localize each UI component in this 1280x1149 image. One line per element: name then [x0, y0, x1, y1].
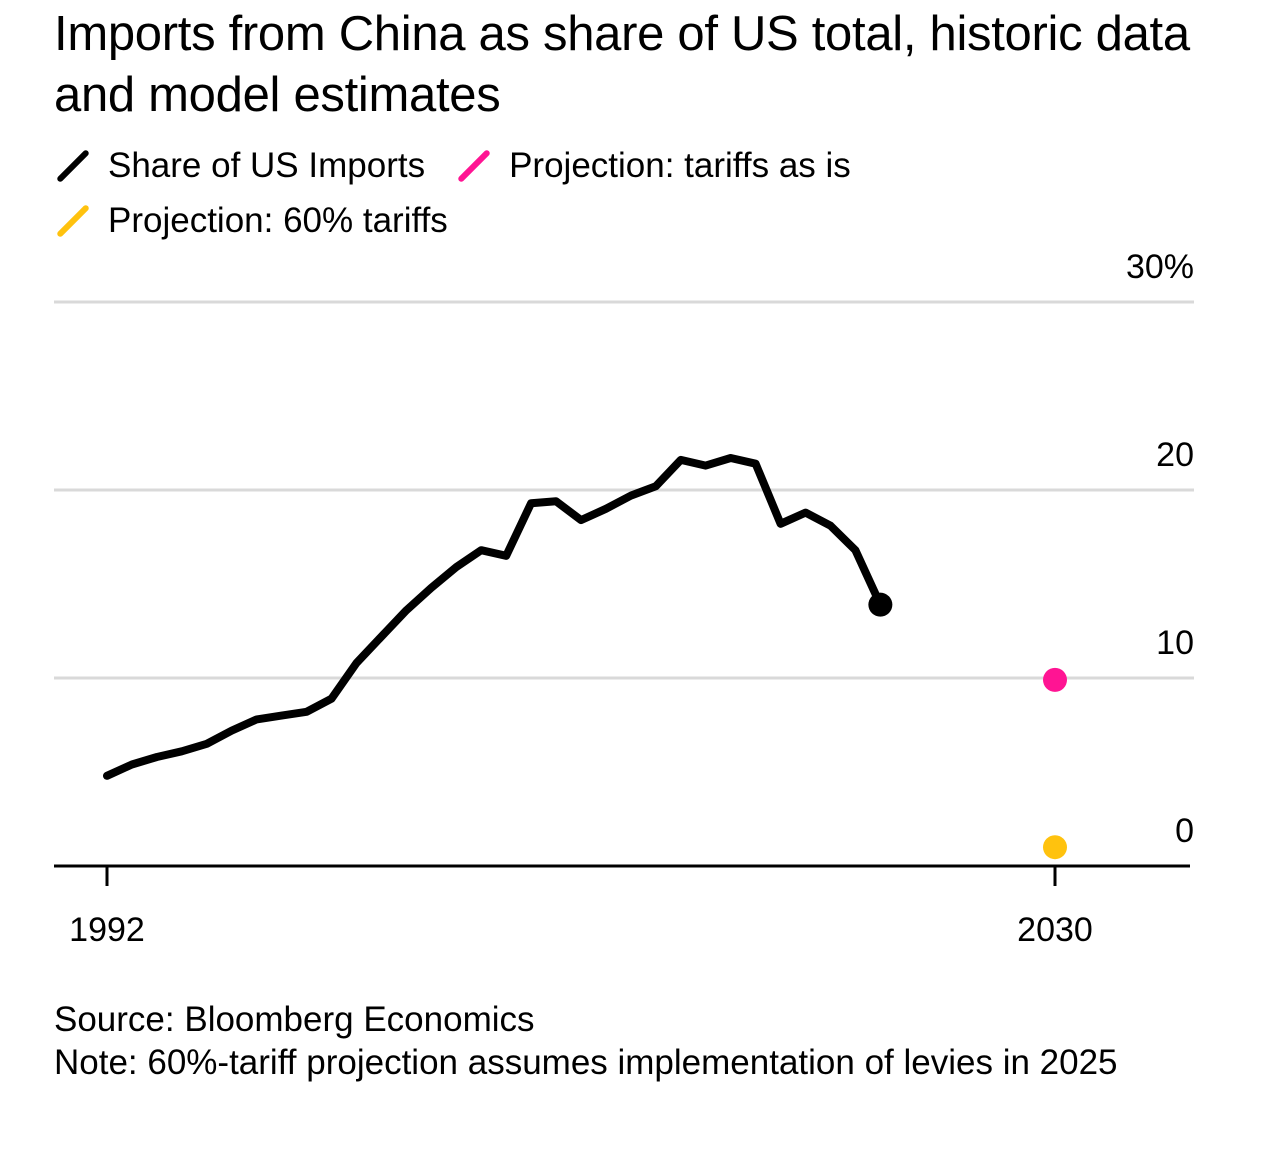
projection-point-projection-60-tariffs — [1043, 835, 1067, 860]
legend-item-share: Share of US Imports — [54, 142, 425, 190]
note-text: Note: 60%-tariff projection assumes impl… — [54, 1043, 1118, 1082]
series-line-share-of-us-imports — [103, 454, 885, 780]
y-tick-label-30: 30% — [1126, 248, 1194, 286]
y-tick-label-20: 20 — [1156, 436, 1194, 474]
legend-swatch-60-tariffs — [54, 203, 90, 239]
y-tick-label-10: 10 — [1156, 624, 1194, 662]
footer-notes: Source: Bloomberg Economics Note: 60%-ta… — [54, 998, 1234, 1084]
legend-swatch-tariffs-as-is — [455, 148, 491, 184]
legend-label-share: Share of US Imports — [108, 146, 426, 185]
legend-label-60-tariffs: Projection: 60% tariffs — [108, 201, 448, 240]
legend-label-tariffs-as-is: Projection: tariffs as is — [509, 146, 851, 185]
source-text: Source: Bloomberg Economics — [54, 1000, 535, 1039]
legend-swatch-share — [54, 148, 90, 184]
projection-point-projection-tariffs-as-is — [1043, 667, 1067, 692]
series-end-point-share-of-us-imports — [868, 592, 893, 617]
chart-title: Imports from China as share of US total,… — [54, 7, 1190, 122]
x-tick-label-1992: 1992 — [69, 911, 145, 949]
y-tick-label-0: 0 — [1175, 812, 1194, 850]
legend-item-60-tariffs: Projection: 60% tariffs — [54, 197, 448, 245]
legend-item-tariffs-as-is: Projection: tariffs as is — [455, 142, 851, 190]
legend: Share of US Imports Projection: tariffs … — [54, 142, 1234, 252]
x-tick-label-2030: 2030 — [1017, 911, 1093, 949]
line-chart: 0 10 20 30% 1992 2030 — [54, 248, 1194, 949]
